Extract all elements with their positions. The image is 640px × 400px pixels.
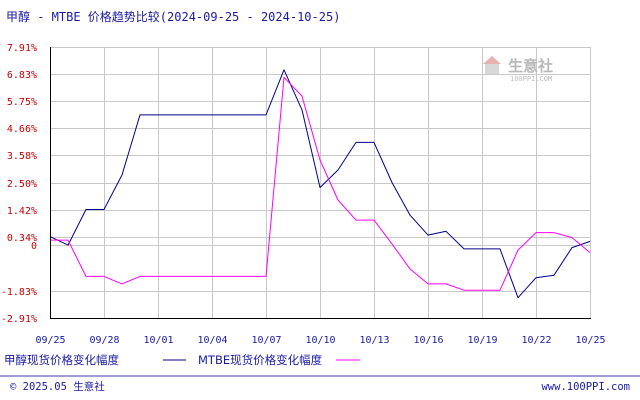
y-tick-label: 2.50%: [7, 179, 37, 190]
y-tick-labels: 7.91% 6.83% 5.75% 4.66% 3.58% 2.50% 1.42% 0.34%…: [1, 43, 37, 325]
y-tick-label: 0.34%: [7, 233, 37, 244]
watermark-logo: 生意社 100PPI.COM: [483, 56, 553, 83]
axes: [50, 47, 591, 319]
y-tick-label: 3.58%: [7, 151, 37, 162]
x-tick-label: 09/28: [89, 335, 119, 346]
legend: 甲醇现货价格变化幅度 MTBE现货价格变化幅度: [4, 353, 360, 367]
y-tick-label: 1.42%: [7, 206, 37, 217]
chart-title: 甲醇 - MTBE 价格趋势比较(2024-09-25 - 2024-10-25…: [6, 9, 340, 24]
x-tick-label: 10/04: [197, 335, 227, 346]
legend-label-mtbe: MTBE现货价格变化幅度: [198, 353, 323, 367]
y-tick-label: -1.83%: [1, 287, 37, 298]
x-tick-label: 09/25: [35, 335, 65, 346]
watermark-name: 生意社: [508, 57, 553, 75]
y-tick-label: 0: [31, 241, 37, 252]
x-tick-label: 10/16: [413, 335, 443, 346]
y-tick-label: 4.66%: [7, 124, 37, 135]
series-layer: [49, 69, 591, 299]
y-tick-label: -2.91%: [1, 314, 37, 325]
footer-website: www.100PPI.com: [541, 381, 630, 393]
legend-label-methanol: 甲醇现货价格变化幅度: [4, 353, 119, 367]
x-tick-label: 10/22: [521, 335, 551, 346]
x-tick-label: 10/01: [143, 335, 173, 346]
watermark-url: 100PPI.COM: [510, 75, 552, 83]
footer-copyright: © 2025.05 生意社: [10, 380, 105, 393]
house-icon: [483, 56, 501, 74]
x-tick-label: 10/25: [575, 335, 605, 346]
x-tick-label: 10/13: [359, 335, 389, 346]
x-tick-labels: 09/25 09/28 10/01 10/04 10/07 10/10 10/13 10/16…: [35, 335, 605, 346]
y-tick-label: 5.75%: [7, 97, 37, 108]
series-line-mtbe: [50, 76, 591, 291]
series-line-methanol: [49, 69, 591, 299]
x-tick-label: 10/10: [305, 335, 335, 346]
grid: [50, 47, 591, 319]
y-tick-label: 7.91%: [7, 43, 37, 54]
y-tick-label: 6.83%: [7, 70, 37, 81]
x-tick-label: 10/07: [251, 335, 281, 346]
x-tick-label: 10/19: [467, 335, 497, 346]
